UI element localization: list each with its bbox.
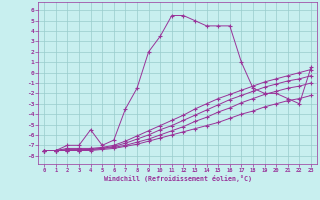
X-axis label: Windchill (Refroidissement éolien,°C): Windchill (Refroidissement éolien,°C) bbox=[104, 175, 252, 182]
